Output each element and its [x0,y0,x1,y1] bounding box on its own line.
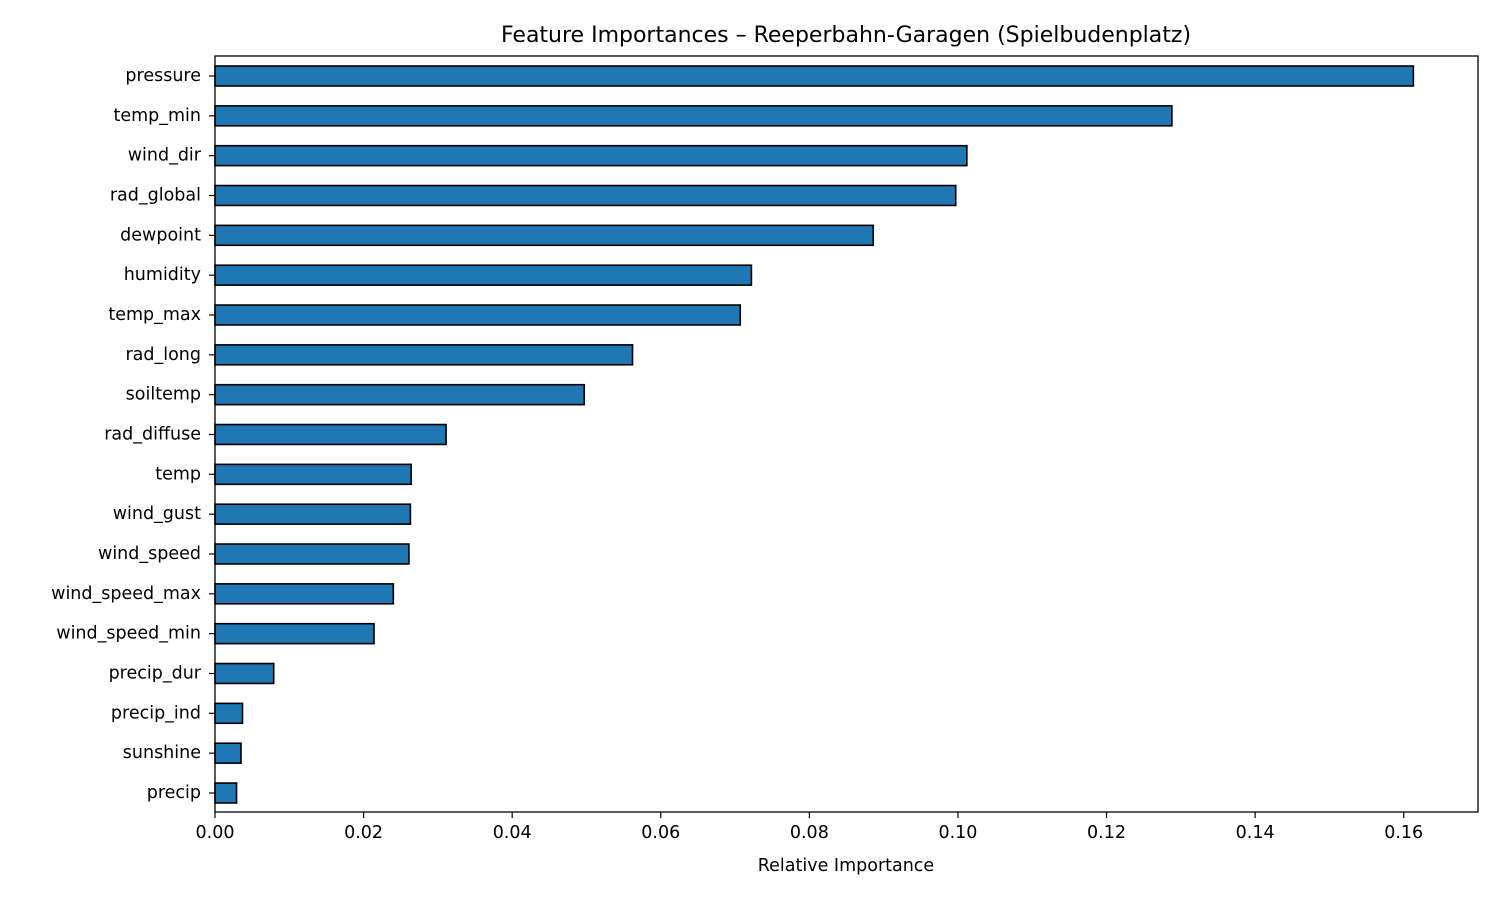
y-tick-label: rad_long [125,345,201,365]
bar-rad-global [214,184,957,207]
y-tick-label: humidity [124,265,201,285]
bar-temp [214,463,412,486]
bars-layer [214,65,1415,804]
bar-temp-max [214,304,742,326]
bar-precip-dur [214,662,275,685]
y-tick-label: pressure [125,66,201,86]
bar-dewpoint [214,224,875,247]
x-tick-label: 0.16 [1384,823,1423,843]
y-tick-label: wind_speed_min [56,624,201,644]
bar-rad-diffuse [214,423,447,446]
y-tick-label: wind_speed_max [51,584,201,604]
plot-frame [214,55,1479,813]
y-tick-label: precip_dur [109,664,202,684]
chart-title: Feature Importances – Reeperbahn-Garagen… [501,23,1191,48]
bar-wind-speed-max [214,583,395,605]
y-tick-label: sunshine [123,743,201,763]
y-tick-label: temp [155,464,201,484]
x-tick-label: 0.00 [196,823,235,843]
y-tick-label: precip [147,783,201,803]
y-tick-label: rad_global [110,186,201,206]
bar-temp-min [214,105,1173,127]
y-tick-label: dewpoint [120,225,201,245]
bar-wind-speed-min [214,622,375,645]
x-tick-label: 0.04 [493,823,532,843]
bar-precip-ind [214,702,244,725]
bar-precip [214,782,238,804]
y-tick-label: rad_diffuse [104,425,201,445]
bar-sunshine [214,742,242,764]
y-tick-label: precip_ind [111,703,201,723]
y-axis-ticks: pressure temp_min wind_dir rad_globaldewpoi… [51,66,215,803]
x-axis-label: Relative Importance [758,856,934,876]
bar-rad-long [214,344,634,366]
y-tick-label: wind_gust [113,504,201,524]
x-tick-label: 0.06 [641,823,680,843]
x-tick-label: 0.08 [790,823,829,843]
y-tick-label: temp_min [113,106,201,126]
x-tick-label: 0.10 [938,823,977,843]
x-tick-label: 0.02 [344,823,383,843]
bar-wind-speed [214,543,410,565]
y-tick-label: wind_dir [128,146,202,166]
y-tick-label: soiltemp [126,385,201,405]
y-tick-label: temp_max [108,305,201,325]
bar-pressure [214,65,1415,87]
x-tick-label: 0.12 [1087,823,1126,843]
bar-humidity [214,264,753,286]
x-axis-ticks: 0.00 0.02 0.04 0.06 0.08 0.10 0.12 0.14 0.16 [196,812,1423,843]
bar-soiltemp [214,383,586,406]
bar-wind-gust [214,503,412,525]
x-tick-label: 0.14 [1236,823,1275,843]
y-tick-label: wind_speed [98,544,201,564]
bar-wind-dir [214,144,968,167]
